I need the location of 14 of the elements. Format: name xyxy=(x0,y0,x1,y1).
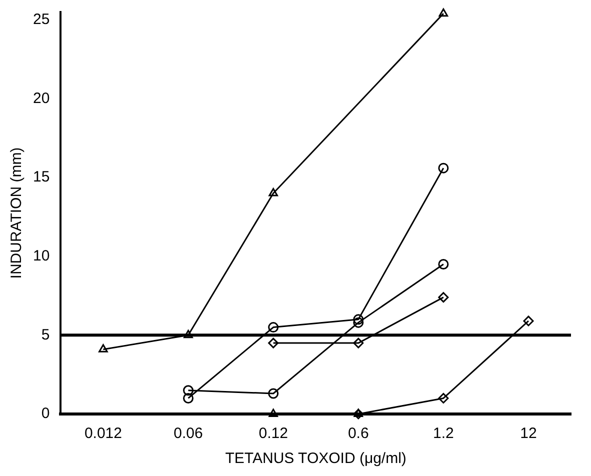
y-tick-label: 5 xyxy=(41,326,50,344)
x-axis-title: TETANUS TOXOID (μg/ml) xyxy=(225,450,406,468)
x-tick-label: 1.2 xyxy=(432,425,454,442)
y-tick-label: 20 xyxy=(32,90,50,107)
y-tick-label: 15 xyxy=(32,168,50,186)
x-tick-label: 12 xyxy=(520,425,537,442)
x-tick-label: 0.012 xyxy=(84,425,122,442)
y-axis-title: INDURATION (mm) xyxy=(8,147,26,279)
y-tick-label: 0 xyxy=(41,405,50,422)
y-tick-label: 10 xyxy=(32,247,50,264)
y-tick-label: 25 xyxy=(32,11,50,28)
x-tick-label: 0.06 xyxy=(174,425,203,442)
x-tick-label: 0.6 xyxy=(348,425,369,442)
x-tick-label: 0.12 xyxy=(258,425,288,442)
